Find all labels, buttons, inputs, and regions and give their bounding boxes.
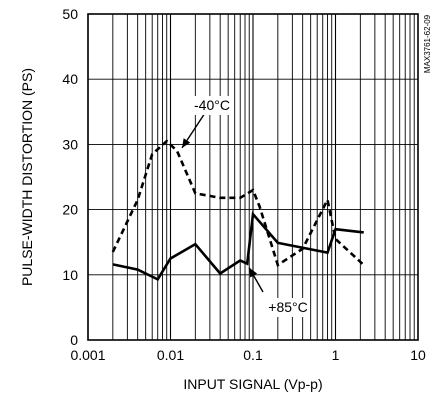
ann-minus40c-label: -40°C — [194, 97, 230, 113]
ann-minus40c-arrowhead — [182, 138, 191, 148]
ann-plus85c-label: +85°C — [268, 299, 307, 315]
x-tick-label: 1 — [332, 347, 340, 363]
ann-plus85c-arrowhead — [249, 267, 258, 278]
series-line-minus40c — [111, 139, 365, 268]
annotation-layer: -40°C +85°C — [181, 96, 310, 317]
grid — [87, 13, 418, 341]
y-tick-label: 10 — [62, 267, 78, 283]
ann-plus85c-label-bg — [266, 298, 310, 317]
y-axis-label: PULSE-WIDTH DISTORTION (PS) — [19, 68, 35, 286]
y-tick-label: 40 — [62, 71, 78, 87]
x-tick-label: 0.1 — [243, 347, 263, 363]
y-tick-label: 30 — [62, 136, 78, 152]
y-tick-labels: 0 10 20 30 40 50 — [62, 6, 78, 348]
x-tick-label: 0.01 — [157, 347, 184, 363]
x-tick-label: 10 — [410, 347, 426, 363]
plot-frame — [87, 13, 419, 341]
y-tick-label: 0 — [70, 332, 78, 348]
x-tick-labels: 0.001 0.01 0.1 1 10 — [70, 347, 426, 363]
series-layer — [111, 139, 365, 282]
figure-id-label: MAX3761-62-09 — [423, 14, 432, 73]
x-axis-label: INPUT SIGNAL (Vp-p) — [183, 376, 322, 392]
series-line-plus85c — [112, 211, 364, 282]
y-tick-label: 50 — [62, 6, 78, 22]
x-tick-label: 0.001 — [70, 347, 105, 363]
ann-minus40c-label-bg — [190, 96, 234, 115]
y-tick-label: 20 — [62, 202, 78, 218]
